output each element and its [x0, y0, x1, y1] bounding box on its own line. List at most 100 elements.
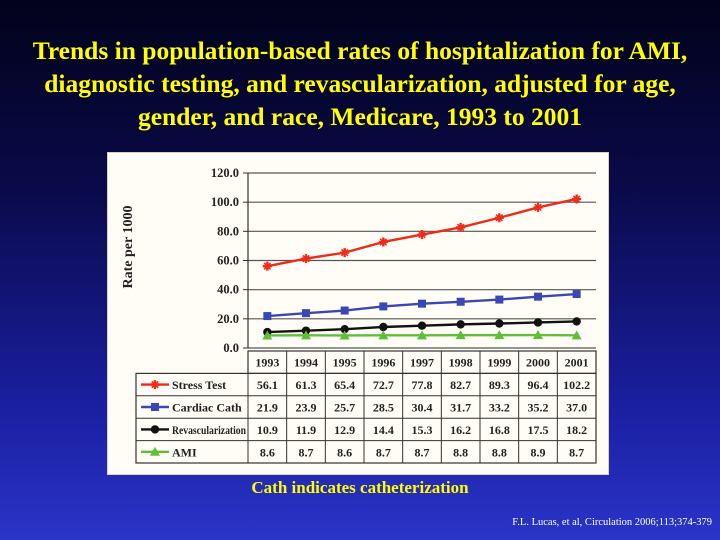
data-point-square [151, 403, 159, 411]
data-point-star [533, 202, 543, 212]
data-point-star [417, 230, 427, 240]
table-cell-value: 96.4 [528, 378, 549, 392]
table-cell-value: 16.8 [489, 423, 510, 437]
table-cell-value: 72.7 [373, 378, 394, 392]
data-point-square [534, 292, 542, 301]
data-point-square [302, 309, 310, 318]
legend-label: Revascularization [172, 423, 246, 437]
table-cell-value: 15.3 [412, 423, 433, 437]
data-point-square [572, 290, 581, 299]
data-point-star [456, 222, 466, 232]
data-point-star [340, 248, 350, 258]
y-tick-label: 40.0 [217, 283, 239, 297]
line-chart: Rate per 1000 120.0 100.0 80.0 60.0 40.0 20.0… [121, 166, 597, 464]
data-point-circle [533, 318, 543, 327]
table-cell-value: 35.2 [528, 401, 549, 415]
table-cell-value: 18.2 [566, 423, 587, 437]
data-point-triangle [571, 330, 582, 340]
data-point-circle [572, 317, 581, 326]
legend-label: AMI [172, 445, 197, 459]
data-point-triangle [339, 330, 350, 340]
table-cell-value: 82.7 [450, 378, 471, 392]
table-cell-value: 102.2 [563, 378, 590, 392]
data-point-circle [150, 425, 160, 434]
table-cell-value: 65.4 [334, 378, 355, 392]
table-cell-value: 12.9 [334, 423, 355, 437]
table-cell-value: 77.8 [412, 378, 433, 392]
table-cell-value: 10.9 [257, 423, 278, 437]
y-tick-label: 80.0 [217, 224, 239, 238]
data-point-star [301, 254, 311, 264]
table-cell-value: 21.9 [257, 401, 278, 415]
table-cell-value: 8.7 [299, 445, 314, 459]
slide-title: Trends in population-based rates of hosp… [32, 36, 688, 131]
data-point-circle [340, 324, 349, 334]
data-point-triangle [533, 330, 543, 340]
data-point-circle [379, 322, 388, 332]
table-cell-value: 11.9 [296, 423, 316, 437]
table-year-label: 1995 [333, 356, 357, 370]
data-point-square [456, 297, 465, 306]
table-cell-value: 56.1 [257, 378, 278, 392]
y-tick-labels: 120.0 100.0 80.0 60.0 40.0 20.0 0.0 [211, 166, 239, 355]
y-tick-label: 0.0 [223, 341, 239, 355]
table-year-label: 2000 [526, 356, 550, 370]
series-lines [262, 194, 582, 340]
table-year-label: 1993 [255, 356, 279, 370]
data-point-triangle [150, 446, 160, 456]
data-point-triangle [378, 330, 389, 340]
citation: F.L. Lucas, et al, Circulation 2006;113;… [512, 517, 712, 528]
table-cell-value: 31.7 [450, 401, 471, 415]
table-cell-value: 8.6 [337, 445, 352, 459]
table-year-label: 1997 [410, 356, 434, 370]
table-cell-value: 8.6 [260, 445, 275, 459]
data-point-star [150, 380, 160, 390]
data-point-square [495, 295, 504, 304]
data-point-circle [417, 321, 427, 330]
data-point-triangle [494, 330, 505, 340]
data-point-square [263, 312, 272, 321]
table-cell-value: 61.3 [296, 378, 317, 392]
data-point-triangle [262, 330, 273, 340]
table-year-label: 1999 [487, 356, 511, 370]
data-point-star [494, 213, 504, 223]
data-point-square [379, 302, 388, 311]
table-cell-value: 28.5 [373, 401, 394, 415]
data-point-star [262, 261, 272, 271]
y-tick-label: 60.0 [217, 254, 239, 268]
table-cell-value: 8.7 [415, 445, 430, 459]
table-cell-value: 16.2 [450, 423, 471, 437]
y-tick-label: 100.0 [211, 195, 239, 209]
data-point-square [340, 306, 349, 315]
data-point-circle [495, 319, 504, 328]
table-cell-value: 89.3 [489, 378, 510, 392]
legend-label: Stress Test [172, 378, 226, 392]
table-cell-value: 30.4 [412, 401, 433, 415]
chart-caption: Cath indicates catheterization [251, 478, 469, 497]
table-cell-value: 8.7 [376, 445, 391, 459]
data-point-square [418, 299, 426, 308]
table-cell-value: 25.7 [334, 401, 355, 415]
table-cell-value: 8.8 [492, 445, 507, 459]
table-cell-value: 37.0 [566, 401, 587, 415]
table-cell-value: 8.7 [569, 445, 584, 459]
data-point-triangle [455, 330, 466, 340]
table-year-label: 1994 [294, 356, 318, 370]
chart-panel: Rate per 1000 120.0 100.0 80.0 60.0 40.0 20.0… [107, 152, 609, 475]
data-point-circle [456, 320, 465, 329]
table-year-label: 1998 [449, 356, 473, 370]
table-cell-value: 23.9 [296, 401, 317, 415]
y-tick-label: 20.0 [217, 312, 239, 326]
data-point-star [378, 237, 388, 247]
data-table: 1993 1994 1995 1996 1997 1998 1999 2000 2001 Stre… [135, 350, 597, 464]
data-point-star [572, 194, 582, 204]
y-tick-label: 120.0 [211, 166, 239, 180]
y-axis-label: Rate per 1000 [121, 206, 136, 289]
table-cell-value: 14.4 [373, 423, 394, 437]
table-year-label: 2001 [565, 356, 589, 370]
table-cell-value: 8.9 [531, 445, 546, 459]
table-year-label: 1996 [371, 356, 395, 370]
table-cell-value: 17.5 [528, 423, 549, 437]
axes [243, 172, 249, 349]
table-cell-value: 8.8 [453, 445, 468, 459]
